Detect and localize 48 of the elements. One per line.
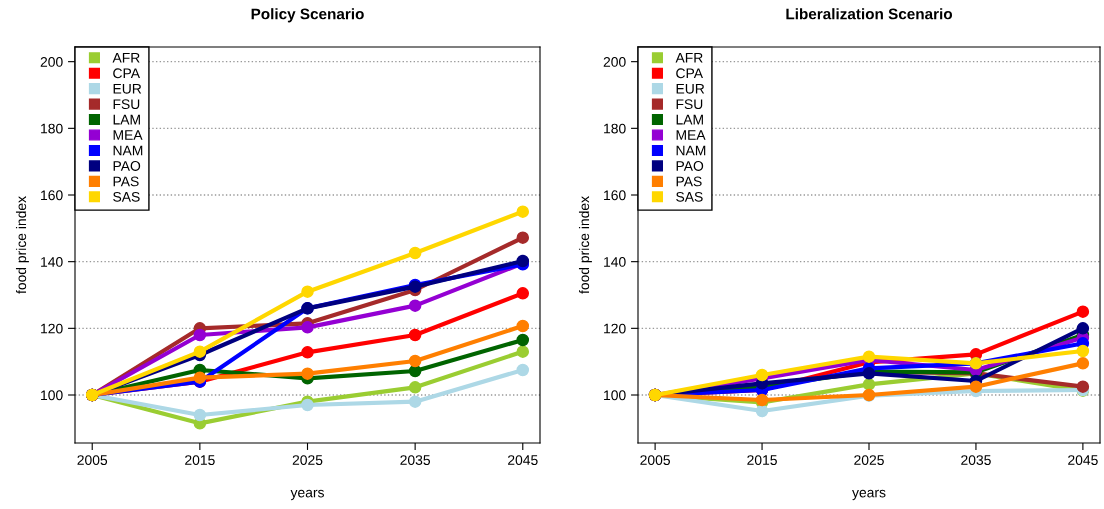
y-tick-label: 180 <box>41 123 63 134</box>
legend-label: FSU <box>676 99 703 110</box>
y-tick-label: 120 <box>604 323 626 334</box>
y-tick-label: 120 <box>41 323 63 334</box>
x-tick-label: 2005 <box>640 455 670 466</box>
legend-label: AFR <box>112 53 140 63</box>
legend-label: CPA <box>676 68 704 79</box>
y-tick-label: 200 <box>40 57 63 67</box>
x-tick-label: 2045 <box>1068 455 1098 466</box>
y-axis-title: food price index <box>15 196 29 294</box>
x-tick-label: 2025 <box>292 455 323 466</box>
legend-label: PAO <box>113 161 141 171</box>
legend-label: LAM <box>113 114 140 125</box>
x-tick-label: 2045 <box>508 455 538 466</box>
legend-label: LAM <box>676 114 703 125</box>
legend-label: AFR <box>675 53 703 63</box>
x-tick-label: 2005 <box>77 455 108 466</box>
legend-label: SAS <box>113 191 140 202</box>
x-tick-label: 2035 <box>961 455 991 466</box>
x-tick-label: 2025 <box>854 455 884 466</box>
legend-label: EUR <box>113 83 142 94</box>
legend-label: PAO <box>676 161 704 171</box>
y-tick-label: 200 <box>603 57 626 67</box>
legend-label: FSU <box>113 99 140 110</box>
legend-label: NAM <box>676 145 706 156</box>
legend-label: NAM <box>113 145 143 156</box>
y-tick-label: 160 <box>604 190 626 201</box>
legend-label: MEA <box>676 130 706 140</box>
legend-label: EUR <box>676 83 705 94</box>
y-tick-label: 100 <box>41 390 63 401</box>
x-tick-label: 2015 <box>747 455 777 466</box>
y-tick-label: 160 <box>41 190 63 201</box>
x-axis-title: years <box>290 489 324 501</box>
x-tick-label: 2035 <box>400 455 431 466</box>
y-tick-label: 100 <box>604 390 626 401</box>
y-axis-title: food price index <box>578 196 592 294</box>
y-tick-label: 180 <box>604 123 626 134</box>
legend-label: MEA <box>113 130 143 140</box>
x-axis-title: years <box>852 489 886 501</box>
legend-label: PAS <box>113 176 139 187</box>
chart-title: Policy Scenario <box>251 8 364 23</box>
legend-label: CPA <box>113 68 141 79</box>
legend-label: PAS <box>676 176 702 187</box>
y-tick-label: 140 <box>41 257 63 267</box>
legend-label: SAS <box>676 191 703 202</box>
x-tick-label: 2015 <box>185 455 215 466</box>
y-tick-label: 140 <box>604 257 626 267</box>
chart-title: Liberalization Scenario <box>786 8 953 20</box>
